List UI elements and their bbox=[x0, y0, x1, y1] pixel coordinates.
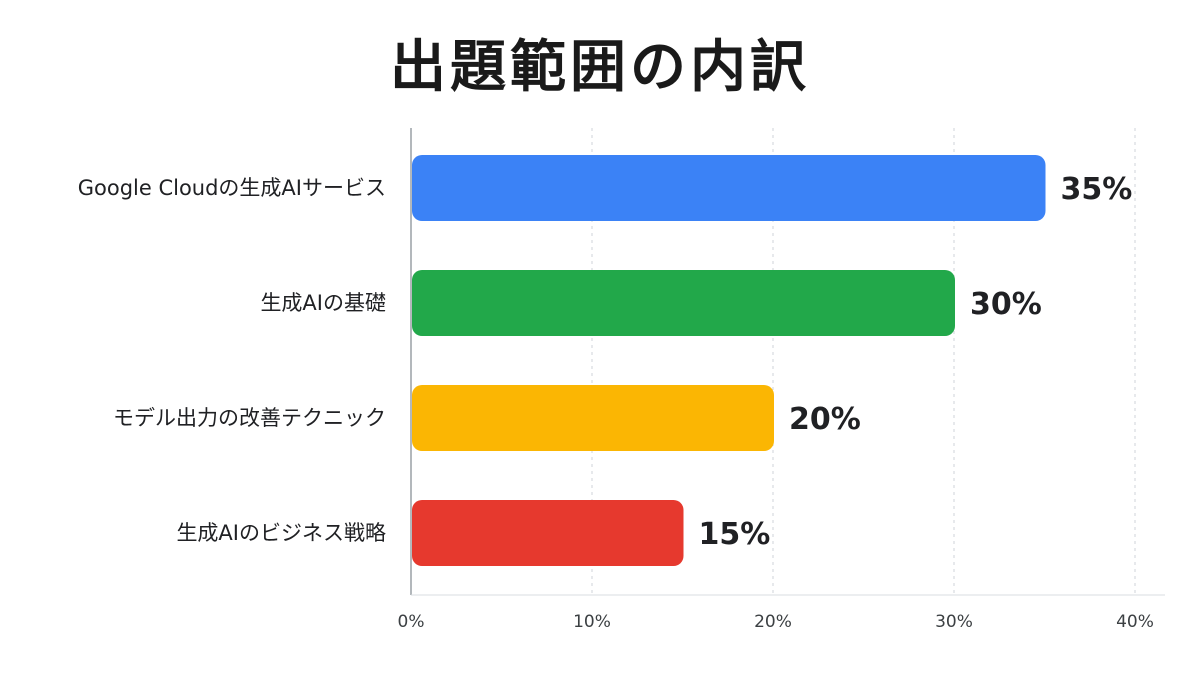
value-label: 20% bbox=[789, 402, 861, 437]
bar bbox=[412, 385, 774, 451]
category-label: 生成AIのビジネス戦略 bbox=[176, 521, 386, 545]
x-tick-label: 40% bbox=[1116, 612, 1154, 632]
chart-title: 出題範囲の内訳 bbox=[390, 35, 810, 100]
bar bbox=[412, 270, 955, 336]
x-tick-label: 10% bbox=[573, 612, 611, 632]
bar bbox=[412, 155, 1046, 221]
category-label: Google Cloudの生成AIサービス bbox=[78, 176, 386, 200]
value-label: 30% bbox=[970, 287, 1042, 322]
bar bbox=[412, 500, 684, 566]
x-tick-label: 30% bbox=[935, 612, 973, 632]
x-tick-label: 20% bbox=[754, 612, 792, 632]
x-tick-label: 0% bbox=[398, 612, 425, 632]
value-label: 15% bbox=[699, 517, 771, 552]
category-label: モデル出力の改善テクニック bbox=[113, 406, 386, 430]
value-label: 35% bbox=[1061, 172, 1133, 207]
category-label: 生成AIの基礎 bbox=[260, 291, 386, 315]
